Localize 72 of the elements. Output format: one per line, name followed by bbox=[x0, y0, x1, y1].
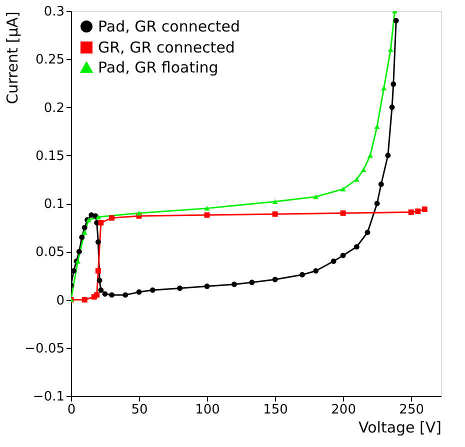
point bbox=[98, 220, 104, 226]
point bbox=[272, 276, 278, 282]
y-axis-title: Current [μA] bbox=[4, 12, 22, 104]
point bbox=[136, 289, 142, 295]
point bbox=[95, 268, 101, 274]
point bbox=[408, 209, 414, 215]
point bbox=[364, 230, 370, 236]
point bbox=[378, 182, 384, 187]
point bbox=[109, 215, 115, 221]
point bbox=[388, 47, 394, 52]
point bbox=[82, 224, 88, 230]
point bbox=[82, 230, 88, 235]
x-tick-label: 0 bbox=[67, 402, 76, 418]
point bbox=[102, 291, 108, 297]
y-tick-label: 0.25 bbox=[36, 52, 64, 68]
point bbox=[340, 186, 346, 192]
point bbox=[177, 285, 183, 291]
legend-label: Pad, GR connected bbox=[98, 18, 240, 36]
point bbox=[98, 287, 104, 293]
point bbox=[272, 199, 278, 204]
point bbox=[150, 287, 156, 293]
point bbox=[204, 284, 210, 290]
y-tick-label: 0.15 bbox=[36, 148, 64, 164]
point bbox=[360, 167, 366, 172]
x-tick-label: 150 bbox=[263, 402, 288, 418]
point bbox=[249, 280, 255, 286]
point bbox=[390, 81, 396, 87]
point bbox=[393, 18, 399, 24]
point bbox=[381, 86, 387, 90]
point bbox=[122, 292, 128, 298]
point bbox=[422, 206, 428, 212]
point bbox=[330, 258, 336, 264]
point bbox=[374, 124, 380, 129]
point bbox=[300, 272, 305, 278]
x-tick-label: 100 bbox=[195, 402, 220, 418]
point bbox=[204, 206, 210, 211]
point bbox=[354, 244, 360, 250]
y-tick-label: −0.1 bbox=[32, 390, 64, 404]
point bbox=[204, 212, 210, 218]
point bbox=[415, 208, 421, 214]
point bbox=[136, 210, 142, 216]
point bbox=[94, 292, 100, 298]
y-tick-label: −0.05 bbox=[24, 341, 64, 356]
y-tick-label: 0.1 bbox=[44, 197, 64, 212]
point bbox=[79, 234, 85, 240]
point bbox=[374, 200, 380, 206]
y-tick-label: 0 bbox=[56, 293, 64, 308]
point bbox=[368, 153, 374, 158]
point bbox=[340, 210, 346, 216]
legend-label: GR, GR connected bbox=[98, 38, 235, 56]
point bbox=[96, 278, 102, 284]
x-tick-label: 50 bbox=[131, 402, 148, 418]
point bbox=[340, 252, 346, 258]
x-axis-title: Voltage [V] bbox=[358, 418, 442, 436]
y-tick-label: 0.3 bbox=[44, 4, 64, 20]
point bbox=[389, 104, 395, 110]
y-tick-label: 0.05 bbox=[36, 245, 64, 260]
point bbox=[95, 239, 101, 245]
point bbox=[354, 177, 360, 182]
x-tick-label: 200 bbox=[331, 402, 356, 418]
point bbox=[231, 282, 237, 288]
point bbox=[272, 211, 278, 217]
point bbox=[109, 292, 115, 298]
point bbox=[313, 268, 319, 274]
point bbox=[385, 152, 391, 158]
point bbox=[76, 248, 82, 254]
y-tick-label: 0.2 bbox=[44, 100, 64, 116]
legend-label: Pad, GR floating bbox=[98, 58, 218, 76]
point bbox=[82, 297, 88, 302]
point bbox=[95, 214, 101, 220]
point bbox=[313, 194, 319, 200]
x-tick-label: 250 bbox=[399, 402, 424, 418]
